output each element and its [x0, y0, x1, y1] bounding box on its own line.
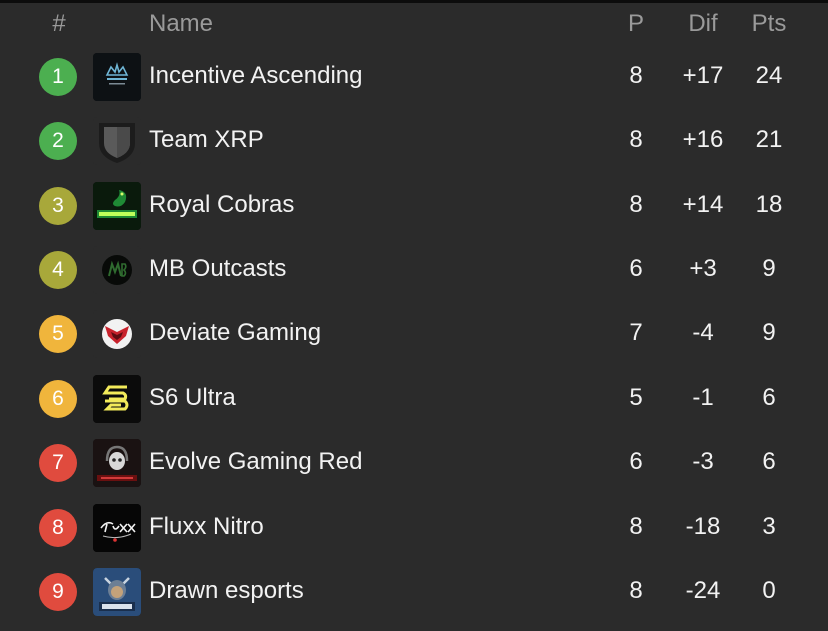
- points-value: 6: [762, 384, 776, 411]
- played-value: 6: [629, 255, 643, 282]
- team-name: Drawn esports: [149, 577, 304, 604]
- diff-value: +17: [682, 62, 724, 89]
- diff-value: -1: [692, 384, 714, 411]
- points-value: 3: [762, 513, 776, 540]
- evolve-gaming-logo: [93, 439, 141, 487]
- played-value: 7: [629, 319, 643, 346]
- team-name: Deviate Gaming: [149, 319, 322, 346]
- diff-value: -18: [685, 513, 721, 540]
- table-row[interactable]: 3 Royal Cobras 8 +14 18: [0, 174, 828, 238]
- played-value: 8: [629, 62, 643, 89]
- points-value: 24: [755, 62, 783, 89]
- drawn-esports-logo: [93, 568, 141, 616]
- diff-value: +3: [689, 255, 717, 282]
- table-row[interactable]: 6 S6 Ultra 5 -1 6: [0, 367, 828, 431]
- points-value: 18: [755, 191, 783, 218]
- table-header: # Name P Dif Pts: [0, 3, 828, 43]
- top-divider: [0, 0, 828, 3]
- diff-value: +16: [682, 126, 724, 153]
- mb-outcasts-logo: [93, 246, 141, 294]
- team-name: Team XRP: [149, 126, 264, 153]
- points-value: 21: [755, 126, 783, 153]
- diff-value: -4: [692, 319, 714, 346]
- deviate-gaming-logo: [93, 310, 141, 358]
- header-played[interactable]: P: [627, 10, 644, 37]
- points-value: 9: [762, 255, 776, 282]
- points-value: 9: [762, 319, 776, 346]
- rank-badge: 2: [39, 122, 77, 160]
- rank-badge: 7: [39, 444, 77, 482]
- team-name: Fluxx Nitro: [149, 513, 264, 540]
- diff-value: +14: [682, 191, 724, 218]
- table-row[interactable]: 2 Team XRP 8 +16 21: [0, 109, 828, 173]
- table-row[interactable]: 5 Deviate Gaming 7 -4 9: [0, 302, 828, 366]
- team-name: Royal Cobras: [149, 191, 295, 218]
- team-name: MB Outcasts: [149, 255, 287, 282]
- table-row[interactable]: 8 Fluxx Nitro 8 -18 3: [0, 496, 828, 560]
- played-value: 8: [629, 577, 643, 604]
- played-value: 8: [629, 126, 643, 153]
- s6-ultra-logo: [93, 375, 141, 423]
- shield-placeholder-logo: [93, 117, 141, 165]
- points-value: 6: [762, 448, 776, 475]
- table-row[interactable]: 9 Drawn esports 8 -24 0: [0, 560, 828, 624]
- table-row[interactable]: 1 Incentive Ascending 8 +17 24: [0, 45, 828, 109]
- rank-badge: 8: [39, 509, 77, 547]
- table-row[interactable]: 7 Evolve Gaming Red 6 -3 6: [0, 431, 828, 495]
- diff-value: -24: [685, 577, 721, 604]
- fluxx-nitro-logo: [93, 504, 141, 552]
- team-name: S6 Ultra: [149, 384, 236, 411]
- header-points[interactable]: Pts: [751, 10, 787, 37]
- played-value: 6: [629, 448, 643, 475]
- rank-badge: 5: [39, 315, 77, 353]
- header-name[interactable]: Name: [149, 10, 214, 37]
- team-name: Evolve Gaming Red: [149, 448, 363, 475]
- played-value: 5: [629, 384, 643, 411]
- played-value: 8: [629, 191, 643, 218]
- table-row[interactable]: 4 MB Outcasts 6 +3 9: [0, 238, 828, 302]
- team-name: Incentive Ascending: [149, 62, 363, 89]
- rank-badge: 3: [39, 187, 77, 225]
- header-rank[interactable]: #: [52, 10, 66, 37]
- played-value: 8: [629, 513, 643, 540]
- rank-badge: 6: [39, 380, 77, 418]
- incentive-ascending-logo: [93, 53, 141, 101]
- royal-cobras-logo: [93, 182, 141, 230]
- rank-badge: 9: [39, 573, 77, 611]
- header-diff[interactable]: Dif: [688, 10, 718, 37]
- rank-badge: 4: [39, 251, 77, 289]
- points-value: 0: [762, 577, 776, 604]
- diff-value: -3: [692, 448, 714, 475]
- rank-badge: 1: [39, 58, 77, 96]
